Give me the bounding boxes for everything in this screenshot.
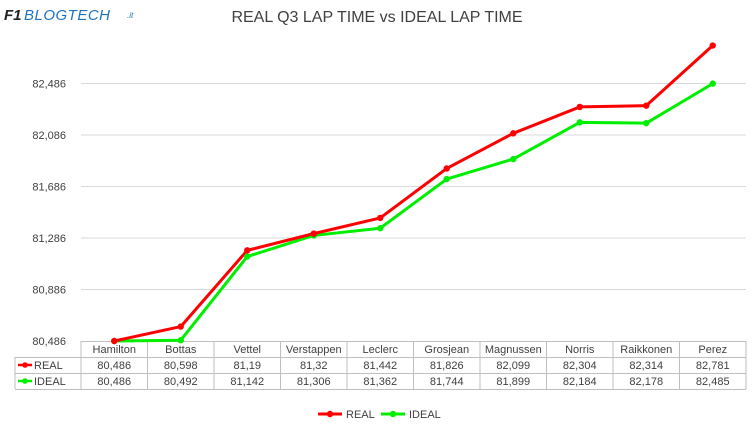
data-point-ideal: [443, 175, 450, 183]
data-label: 82,099: [496, 360, 530, 372]
legend-marker: [389, 410, 397, 418]
gridlines: [81, 83, 746, 290]
data-label: 82,184: [563, 376, 597, 388]
data-point-ideal: [377, 225, 384, 232]
chart-title: REAL Q3 LAP TIME vs IDEAL LAP TIME: [231, 9, 522, 26]
logo-blogtech: BLOGTECH: [24, 7, 111, 24]
category-label: Raikkonen: [620, 344, 672, 356]
table-legend-key-marker: [22, 378, 28, 384]
y-axis-tick-labels: 80,486 80,886 81,286 81,686 82,086 82,486: [32, 79, 66, 349]
table-legend-key-marker: [22, 362, 28, 368]
data-point-real: [443, 165, 450, 172]
category-label: Hamilton: [93, 344, 136, 356]
data-point-real: [576, 103, 583, 111]
y-tick-label: 81,286: [32, 233, 66, 245]
legend-marker: [326, 410, 334, 418]
data-label: 81,899: [496, 376, 530, 388]
category-label: Bottas: [165, 344, 197, 356]
data-label: 81,442: [363, 360, 397, 372]
data-point-real: [709, 42, 716, 49]
data-label: 81,306: [297, 376, 331, 388]
legend-label: REAL: [346, 409, 375, 421]
logo-it: .it: [127, 11, 134, 20]
y-tick-label: 82,086: [32, 130, 66, 142]
data-label: 82,781: [696, 360, 730, 372]
data-label: 81,362: [363, 376, 397, 388]
data-label: 82,178: [629, 376, 663, 388]
category-label: Verstappen: [286, 344, 342, 356]
data-point-real: [244, 247, 251, 254]
series-points: [111, 42, 716, 345]
series-line-ideal: [112, 82, 715, 343]
category-label: Grosjean: [424, 344, 469, 356]
data-label: 80,492: [164, 376, 198, 388]
data-point-real: [377, 214, 384, 222]
category-label: Magnussen: [485, 344, 542, 356]
data-point-ideal: [177, 337, 184, 344]
data-label: 81,142: [230, 376, 264, 388]
table-series-name: IDEAL: [34, 376, 66, 388]
y-tick-label: 81,686: [32, 182, 66, 194]
y-tick-label: 80,886: [32, 285, 66, 297]
data-label: 81,744: [430, 376, 464, 388]
series-line-real: [112, 44, 715, 343]
data-point-real: [310, 230, 317, 237]
logo-f1: F1: [4, 7, 22, 24]
data-point-ideal: [244, 253, 251, 260]
data-point-ideal: [709, 80, 716, 87]
data-label: 82,304: [563, 360, 597, 372]
data-point-ideal: [510, 155, 517, 163]
data-label: 82,314: [629, 360, 663, 372]
data-point-real: [177, 323, 184, 330]
legend-label: IDEAL: [409, 409, 441, 421]
logo: F1 BLOGTECH .it: [4, 7, 134, 24]
category-label: Perez: [698, 344, 727, 356]
data-label: 82,485: [696, 376, 730, 388]
category-label: Leclerc: [363, 344, 399, 356]
data-point-ideal: [576, 119, 583, 126]
table-series-name: REAL: [34, 360, 63, 372]
series-lines: [112, 44, 715, 343]
data-label: 80,486: [97, 360, 131, 372]
data-label: 81,826: [430, 360, 464, 372]
data-label: 80,486: [97, 376, 131, 388]
data-label: 80,598: [164, 360, 198, 372]
data-point-real: [111, 337, 118, 345]
category-label: Norris: [565, 344, 595, 356]
data-point-real: [510, 130, 517, 137]
data-point-ideal: [643, 119, 650, 127]
data-table: Hamilton Bottas Vettel Verstappen Leclerc Gro…: [14, 341, 747, 390]
category-label: Vettel: [233, 344, 261, 356]
data-point-real: [643, 102, 650, 109]
data-label: 81,19: [233, 360, 261, 372]
legend: REAL IDEAL: [318, 409, 441, 421]
data-label: 81,32: [300, 360, 328, 372]
y-tick-label: 82,486: [32, 79, 66, 91]
y-tick-label: 80,486: [32, 336, 66, 348]
